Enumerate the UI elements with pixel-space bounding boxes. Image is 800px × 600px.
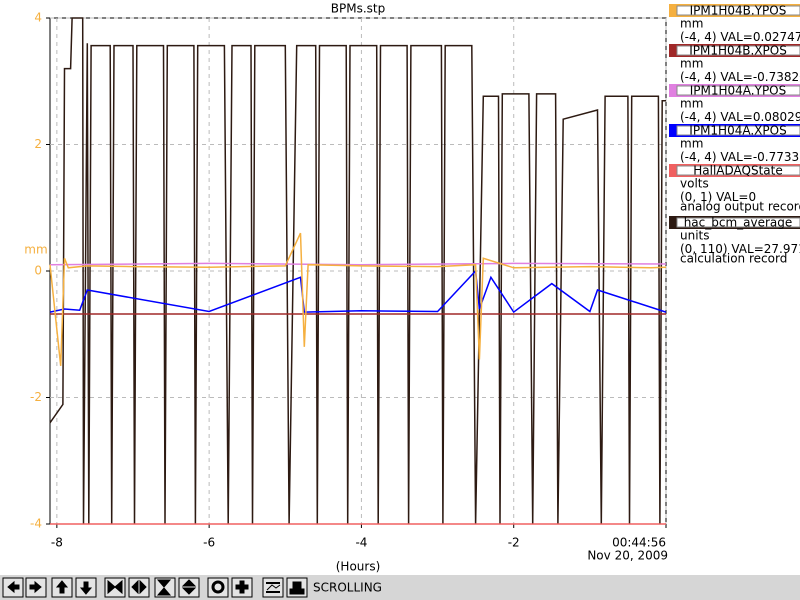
legend-range-text: (-4, 4) bbox=[680, 30, 717, 44]
legend-button bbox=[676, 125, 800, 136]
legend-value: VAL=-0.77336 bbox=[720, 150, 800, 164]
y-tick-label: -4 bbox=[30, 517, 42, 531]
legend-value: VAL=0 bbox=[716, 190, 756, 204]
legend-value: VAL=0.027472 bbox=[720, 30, 800, 44]
legend-range: (-4, 4) VAL=-0.73820 bbox=[680, 70, 800, 84]
legend-value: VAL=-0.73820 bbox=[720, 70, 800, 84]
legend-button bbox=[676, 85, 800, 96]
legend-range-text: (-4, 4) bbox=[680, 150, 717, 164]
legend-name: HallADAQState bbox=[693, 164, 783, 178]
status-label: SCROLLING bbox=[313, 581, 382, 595]
btn-zoom-out-x[interactable] bbox=[128, 577, 150, 598]
legend-description: calculation record bbox=[680, 252, 787, 266]
legend-range-text: (0, 1) bbox=[680, 190, 712, 204]
legend-range: (-4, 4) VAL=0.027472 bbox=[680, 30, 800, 44]
legend-range-text: (-4, 4) bbox=[680, 110, 717, 124]
btn-auto-scale[interactable] bbox=[262, 577, 284, 598]
legend-button bbox=[676, 45, 800, 56]
btn-pause[interactable] bbox=[207, 577, 229, 598]
legend-units: units bbox=[680, 229, 710, 243]
legend-button bbox=[676, 217, 800, 228]
legend-units: mm bbox=[680, 57, 703, 71]
legend-name: IPM1H04A.YPOS bbox=[690, 84, 787, 98]
legend-units: volts bbox=[680, 177, 709, 191]
series-line bbox=[49, 269, 667, 314]
series-line bbox=[49, 232, 667, 366]
series-line bbox=[49, 262, 667, 266]
legend-units: mm bbox=[680, 17, 703, 31]
legend-name: IPM1H04A.XPOS bbox=[689, 124, 786, 138]
legend-units: mm bbox=[680, 97, 703, 111]
y-tick-label: 0 bbox=[34, 264, 42, 278]
x-date-label: Nov 20, 2009 bbox=[587, 549, 668, 563]
legend-range: (-4, 4) VAL=0.080298 bbox=[680, 110, 800, 124]
x-tick-label: -2 bbox=[508, 536, 520, 550]
legend-range: (0, 1) VAL=0 bbox=[680, 190, 756, 204]
legend-value: VAL=27.9717 bbox=[731, 242, 800, 256]
chart-title: BPMs.stp bbox=[331, 2, 385, 16]
series-line bbox=[49, 17, 666, 525]
legend-range-text: (0, 110) bbox=[680, 242, 728, 256]
x-tick-label: -6 bbox=[203, 536, 215, 550]
legend-value: VAL=0.080298 bbox=[720, 110, 800, 124]
legend-range-text: (-4, 4) bbox=[680, 70, 717, 84]
legend-button bbox=[676, 5, 800, 16]
legend-name: IPM1H04B.XPOS bbox=[689, 44, 787, 58]
legend-button bbox=[676, 165, 800, 176]
y-tick-label: 4 bbox=[34, 11, 42, 25]
x-tick-label: -8 bbox=[51, 536, 63, 550]
x-axis-label: (Hours) bbox=[336, 560, 381, 574]
y-tick-label: -2 bbox=[30, 390, 42, 404]
legend-name: hac_bcm_average bbox=[684, 216, 793, 230]
legend-range: (-4, 4) VAL=-0.77336 bbox=[680, 150, 800, 164]
legend-description: analog output record bbox=[680, 200, 800, 214]
legend-units: mm bbox=[680, 137, 703, 151]
x-tick-label: -4 bbox=[355, 536, 367, 550]
y-axis-label: mm bbox=[24, 243, 47, 257]
legend-range: (0, 110) VAL=27.9717 bbox=[680, 242, 800, 256]
toolbar: SCROLLING bbox=[0, 575, 800, 600]
legend-name: IPM1H04B.YPOS bbox=[690, 4, 787, 18]
y-tick-label: 2 bbox=[34, 137, 42, 151]
x-tick-label: 00:44:56 bbox=[612, 536, 666, 550]
